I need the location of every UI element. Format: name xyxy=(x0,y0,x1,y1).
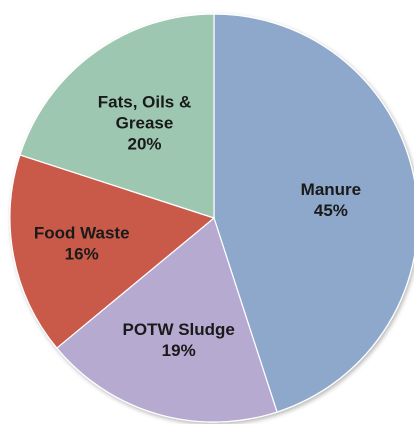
slice-name-label: Manure xyxy=(301,180,361,199)
slice-name-label: Food Waste xyxy=(34,224,130,243)
slice-percent-label: 45% xyxy=(314,201,348,220)
slice-label-manure: Manure 45% xyxy=(301,180,361,220)
slice-label-fats-oils-grease: Fats, Oils & Grease 20% xyxy=(98,92,192,153)
slice-name-label: Fats, Oils & xyxy=(98,92,192,111)
slice-percent-label: 16% xyxy=(65,245,99,264)
slice-name-label: POTW Sludge xyxy=(123,320,235,339)
pie-slice-potw-sludge xyxy=(55,216,278,423)
pie-slice-manure xyxy=(213,13,414,413)
pie-slice-fats-oils-grease xyxy=(19,13,215,219)
slice-percent-label: 20% xyxy=(127,134,161,153)
slice-name-label: Grease xyxy=(116,113,174,132)
slice-label-potw-sludge: POTW Sludge 19% xyxy=(123,320,235,360)
pie-slice-food-waste xyxy=(9,154,216,349)
slice-percent-label: 19% xyxy=(162,341,196,360)
slice-label-food-waste: Food Waste 16% xyxy=(34,224,130,264)
